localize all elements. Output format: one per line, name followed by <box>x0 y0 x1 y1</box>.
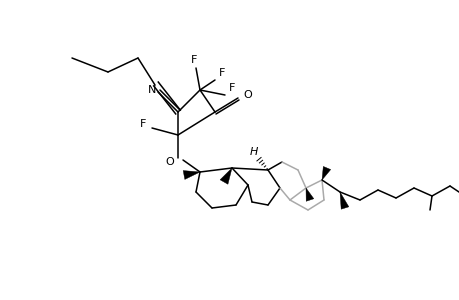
Polygon shape <box>183 171 200 179</box>
Text: O: O <box>165 157 174 167</box>
Text: F: F <box>140 119 146 129</box>
Text: O: O <box>242 90 251 100</box>
Text: F: F <box>190 55 197 65</box>
Polygon shape <box>339 192 348 209</box>
Text: N: N <box>147 85 156 95</box>
Polygon shape <box>305 188 313 201</box>
Text: F: F <box>218 68 225 78</box>
Polygon shape <box>219 168 231 184</box>
Text: F: F <box>228 83 235 93</box>
Polygon shape <box>321 167 330 180</box>
Text: H: H <box>249 147 257 157</box>
